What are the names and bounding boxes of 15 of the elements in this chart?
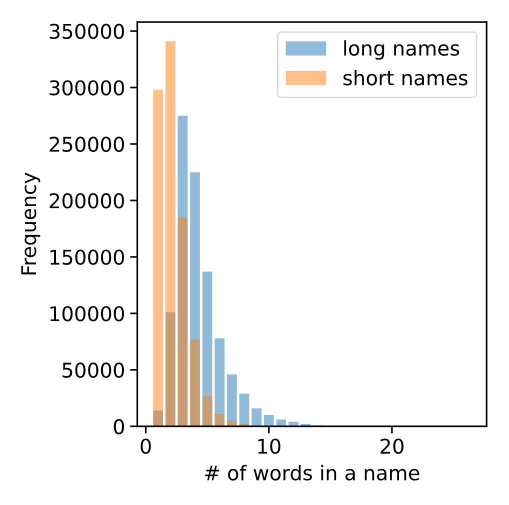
y-tick-label: 200000 — [50, 193, 124, 208]
x-tick-label: 0 — [140, 438, 151, 454]
x-tick-label: 10 — [258, 438, 280, 454]
legend-label: short names — [343, 70, 468, 86]
y-tick-label: 350000 — [50, 24, 124, 40]
y-axis-title: Frequency — [21, 172, 40, 274]
y-tick-label: 0 — [114, 419, 124, 434]
y-tick-label: 300000 — [50, 80, 124, 96]
y-tick-label: 50000 — [62, 362, 124, 378]
x-tick-label: 20 — [380, 438, 404, 454]
x-axis-title: # of words in a name — [205, 464, 420, 480]
y-tick-label: 100000 — [50, 306, 124, 322]
y-tick-label: 250000 — [50, 136, 124, 152]
y-tick-label: 150000 — [50, 250, 124, 265]
legend-label: long names — [344, 40, 460, 60]
